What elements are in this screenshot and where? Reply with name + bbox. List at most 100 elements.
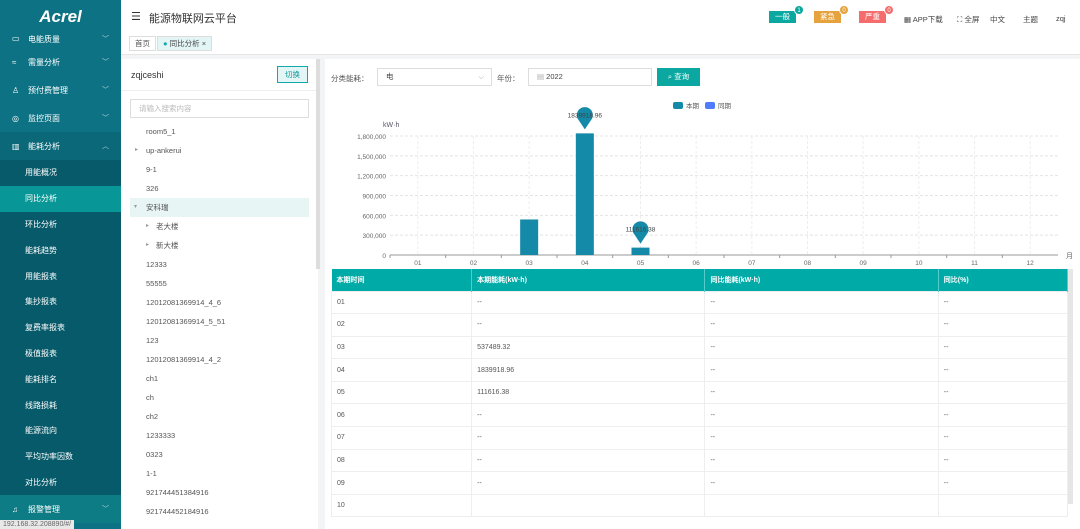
chevron-up-icon: ︿ [102,143,109,150]
query-button[interactable]: ⌕ 查询 [657,68,700,86]
tree-node[interactable]: ch1 [121,369,309,388]
app-download-link[interactable]: ▦ APP下载 [904,15,943,24]
language-link[interactable]: 中文 [990,15,1005,24]
tree-node[interactable]: 55555 [121,274,309,293]
tree-node[interactable]: 12012081369914_5_51 [121,312,309,331]
tree-node-label: 921744452184916 [146,507,209,516]
marker-pin [576,107,593,130]
menu-icon: ▥ [12,141,20,151]
sidebar-menu[interactable]: ♙ 预付费管理 ﹀ [0,76,121,104]
alarm-level-button[interactable]: 紧急 0 [814,5,849,23]
table-row: 10 [330,493,1069,518]
tree-node[interactable]: 326 [121,179,309,198]
sidebar-subitem[interactable]: 复费率报表 [0,314,121,341]
caret-down-icon[interactable]: ▾ [134,204,138,210]
sidebar-subitem[interactable]: 极值报表 [0,340,121,367]
sidebar-menu[interactable]: ≈ 需量分析 ﹀ [0,48,121,76]
sidebar-subitem[interactable]: 平均功率因数 [0,443,121,470]
caret-right-icon[interactable]: ▸ [146,242,150,248]
tree-node[interactable]: ▸ up-ankerui [121,141,309,160]
tree-node[interactable]: ▾ 安科瑞 [130,198,309,217]
legend-swatch[interactable] [705,102,715,109]
tree-node[interactable]: ▸ 新大楼 [121,236,309,255]
table-cell: -- [937,335,1069,360]
tree-node[interactable]: 921744452184916 [121,502,309,521]
alarm-count-badge: 1 [794,5,804,15]
year-picker[interactable]: ▤ 2022 [528,68,652,86]
alarm-level-button[interactable]: 一般 1 [769,5,804,23]
tree-node[interactable]: 0323 [121,445,309,464]
user-menu[interactable]: zqj [1056,14,1066,23]
tree-node[interactable]: room5_1 [121,122,309,141]
sidebar-menu[interactable]: ▭ 电能质量 ﹀ [0,34,121,48]
table-cell: 02 [330,313,473,337]
menu-toggle-icon[interactable]: ☰ [131,11,141,23]
table-cell: 06 [330,403,473,428]
tree-scrollbar[interactable] [316,59,320,269]
sidebar-menu[interactable]: ◎ 监控页面 ﹀ [0,104,121,132]
sidebar-menu-alarm[interactable]: ♫ 报警管理 ﹀ [0,495,121,524]
tree-node[interactable]: 12333 [121,255,309,274]
sidebar-subitem[interactable]: 能源流向 [0,417,121,444]
column-header: 本期时间 [331,269,473,291]
switch-button[interactable]: 切换 [277,66,308,83]
legend-label[interactable]: 本期 [686,101,700,110]
bar-05[interactable] [631,247,650,255]
tree-node[interactable]: 12012081369914_4_2 [121,350,309,369]
table-cell: -- [937,290,1069,315]
alarm-level-button[interactable]: 严重 0 [859,5,894,23]
chevron-down-icon: ﹀ [102,87,109,94]
sidebar-menu[interactable]: ▥ 能耗分析 ︿ [0,132,121,160]
x-tick-label: 05 [637,260,645,267]
menu-icon: ♙ [12,85,20,95]
table-scrollbar[interactable] [1068,269,1073,504]
x-tick-label: 06 [693,260,701,267]
sidebar-subitem[interactable]: 同比分析 [0,185,121,212]
table-cell: -- [704,335,939,360]
tree-search-input[interactable]: 请输入搜索内容 [130,99,309,118]
close-icon[interactable]: × [201,39,207,48]
sidebar-subitem[interactable]: 对比分析 [0,469,121,496]
tree-node[interactable]: 1233333 [121,426,309,445]
category-select[interactable]: 电 ⌵ [377,68,492,86]
table-cell: 04 [330,358,473,382]
tree-node[interactable]: 921744451384916 [121,483,309,502]
table-cell: 1839918.96 [471,358,706,382]
tree-node[interactable]: ▸ 老大楼 [121,217,309,236]
legend-swatch[interactable] [673,102,683,109]
tree-node-label: 老大楼 [156,222,179,231]
sidebar-subitem[interactable]: 能耗排名 [0,366,121,393]
legend-label[interactable]: 同期 [718,102,732,110]
table-row: 07 -- -- -- [330,426,1069,450]
chevron-down-icon: ﹀ [102,115,109,122]
tree-node-label: 9-1 [146,165,157,174]
sidebar-subitem[interactable]: 能耗趋势 [0,237,121,264]
table-cell: -- [471,426,706,450]
tree-node[interactable]: 1-1 [121,464,309,483]
tree-node[interactable]: ch [121,388,309,407]
sidebar-subitem[interactable]: 用能报表 [0,263,121,289]
fullscreen-link[interactable]: ⛶ 全屏 [957,15,980,24]
theme-link[interactable]: 主题 [1023,15,1038,24]
caret-right-icon[interactable]: ▸ [146,223,150,229]
tree-node[interactable]: 123 [121,331,309,350]
sidebar-subitem[interactable]: 集抄报表 [0,288,121,315]
tree-node[interactable]: 12012081369914_4_6 [121,293,309,312]
sidebar-subitem[interactable]: 用能概况 [0,160,121,186]
tab-home[interactable]: 首页 [129,36,156,51]
tree-node[interactable]: ch2 [121,407,309,426]
tree-node-label: 326 [146,184,159,193]
tree-node[interactable]: 9-1 [121,160,309,179]
bar-04[interactable] [575,133,594,255]
table-cell: -- [471,448,706,473]
tree-user: zqjceshi [131,69,164,80]
bar-03[interactable] [520,219,539,255]
x-axis-unit: 月 [1066,252,1073,260]
table-cell: -- [704,448,939,473]
y-axis-unit: kW·h [383,122,399,129]
marker-label: 111616.38 [626,227,656,234]
sidebar-subitem[interactable]: 线路损耗 [0,392,121,418]
sidebar-subitem[interactable]: 环比分析 [0,211,121,238]
tab-current[interactable]: ● 同比分析 × [157,36,213,51]
caret-right-icon[interactable]: ▸ [135,147,139,153]
